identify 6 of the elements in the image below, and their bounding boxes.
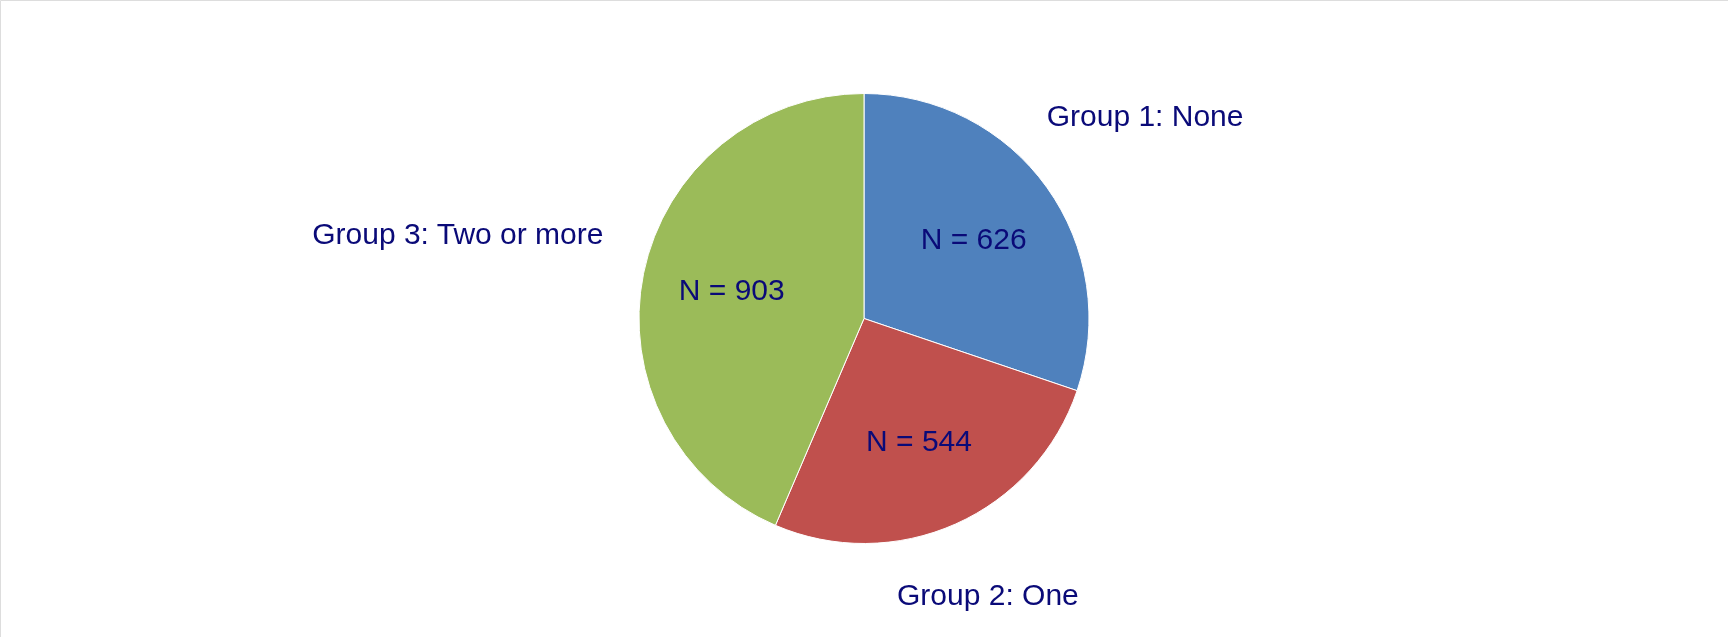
data-label: N = 903 xyxy=(678,273,785,307)
slice-label: Group 1: None xyxy=(1046,98,1244,132)
data-label: N = 626 xyxy=(920,221,1027,255)
slice-label: Group 3: Two or more xyxy=(312,217,604,251)
slice-label: Group 2: One xyxy=(897,578,1079,612)
data-label: N = 544 xyxy=(866,423,972,457)
